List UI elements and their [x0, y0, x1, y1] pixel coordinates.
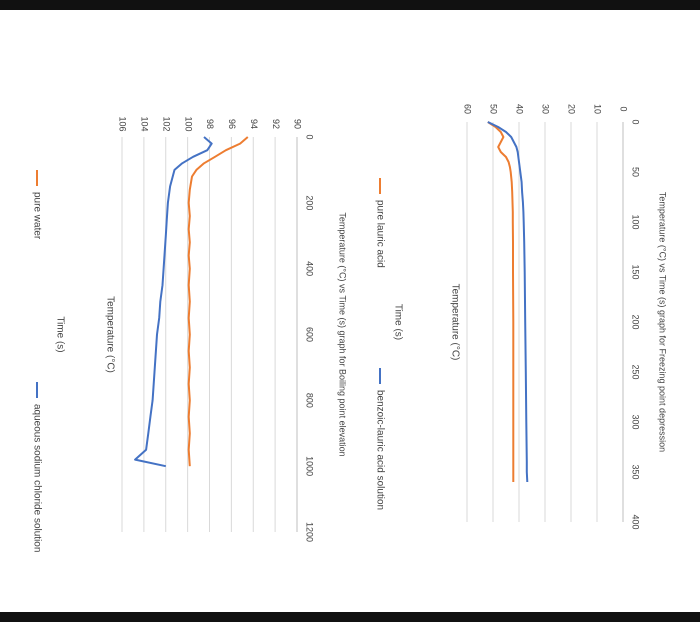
chart-title: Temperature (°C) vs Time (s) graph for B… [338, 212, 348, 456]
rotated-charts-figure: 0102030405060050100150200250300350400Tem… [31, 104, 667, 552]
x-tick-label: 600 [305, 327, 315, 342]
x-tick-label: 400 [305, 261, 315, 276]
y-axis-title: Temperature (°C) [104, 296, 115, 373]
chart-title: Temperature (°C) vs Time (s) graph for F… [658, 192, 668, 452]
x-tick-label: 800 [305, 393, 315, 408]
y-axis-title: Temperature (°C) [449, 284, 460, 361]
y-tick-label: 100 [183, 116, 193, 131]
x-tick-label: 150 [631, 264, 641, 279]
top-border [0, 0, 700, 10]
y-tick-label: 96 [227, 119, 237, 129]
series-line-2 [487, 121, 529, 483]
series-line-2 [134, 136, 213, 468]
x-tick-label: 0 [631, 119, 641, 124]
freezing-point-chart: 0 10 20 30 40 50 60 0 50 100 150 200 250 300 350 400 Tem… [374, 104, 667, 530]
y-tick-label: 60 [463, 104, 473, 114]
x-tick-label: 350 [631, 464, 641, 479]
x-tick-label: 400 [631, 514, 641, 529]
y-tick-label: 92 [271, 119, 281, 129]
x-tick-label: 300 [631, 414, 641, 429]
x-tick-label: 0 [305, 134, 315, 139]
y-tick-label: 102 [161, 116, 171, 131]
y-tick-label: 40 [515, 104, 525, 114]
y-tick-label: 106 [118, 116, 128, 131]
y-tick-label: 90 [293, 119, 303, 129]
legend-label-1: pure water [31, 192, 42, 240]
x-tick-label: 100 [631, 214, 641, 229]
y-tick-label: 10 [593, 104, 603, 114]
x-tick-label: 1000 [305, 456, 315, 476]
legend-label-2: benzoic-lauric acid solution [374, 390, 385, 510]
x-tick-label: 50 [631, 167, 641, 177]
bottom-border [0, 612, 700, 622]
x-tick-label: 250 [631, 364, 641, 379]
x-tick-label: 200 [305, 195, 315, 210]
legend-label-1: pure lauric acid [374, 200, 385, 268]
y-tick-label: 20 [567, 104, 577, 114]
y-tick-label: 98 [205, 119, 215, 129]
legend-label-2: aqueous sodium chloride solution [31, 404, 42, 552]
x-tick-label: 1200 [305, 522, 315, 542]
x-tick-label: 200 [631, 314, 641, 329]
series-line-1 [187, 136, 249, 467]
y-tick-label: 50 [489, 104, 499, 114]
y-tick-label: 94 [249, 119, 259, 129]
y-tick-label: 30 [541, 104, 551, 114]
x-axis-title: Time (s) [392, 304, 403, 340]
series-line-1 [487, 121, 515, 482]
x-axis-title: Time (s) [54, 316, 65, 352]
boiling-point-chart: 90 92 94 96 98 100 102 104 106 0 200 400 600 800 1000 1… [31, 116, 347, 552]
y-tick-label: 0 [619, 106, 629, 111]
page-canvas: 0 10 20 30 40 50 60 0 50 100 150 200 250 300 350 400 Tem… [0, 10, 700, 612]
y-tick-label: 104 [140, 116, 150, 131]
